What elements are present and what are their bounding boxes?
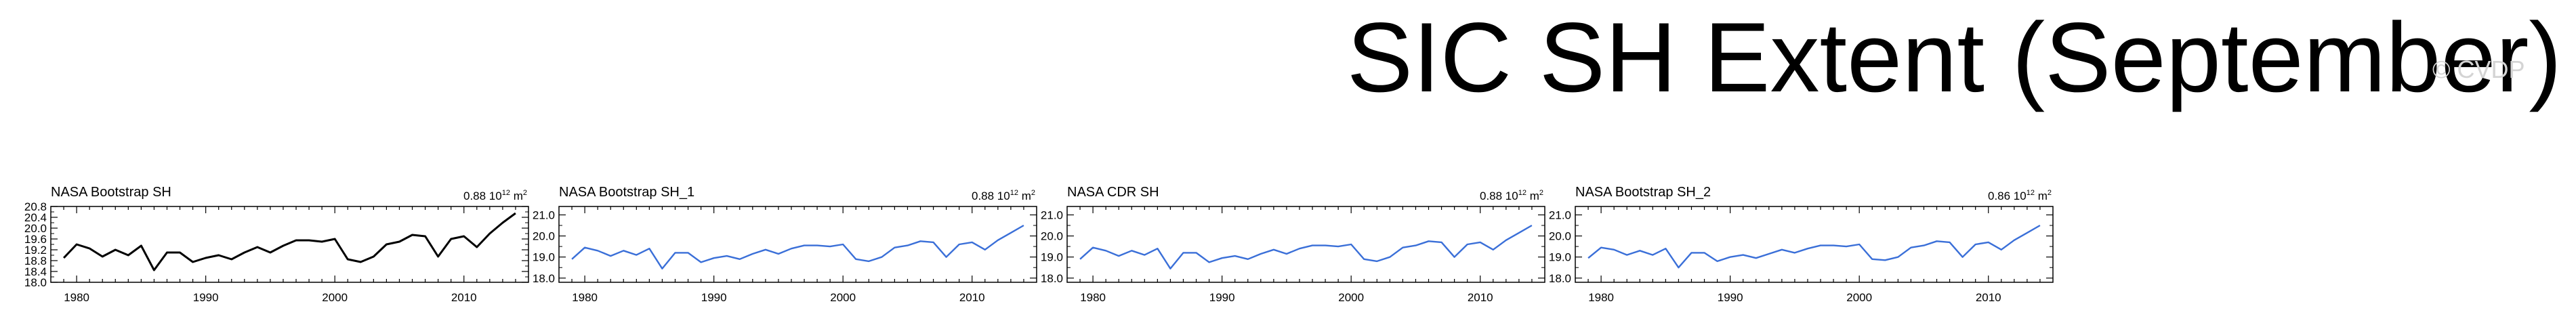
- stat-label: 0.88 1012 m2: [463, 189, 527, 207]
- series-line: [63, 212, 516, 271]
- x-tick-label: 2000: [322, 291, 348, 304]
- stat-label: 0.86 1012 m2: [1988, 189, 2052, 207]
- y-tick-label: 19.0: [1041, 251, 1063, 264]
- x-tick-label: 1990: [1209, 291, 1235, 304]
- x-tick-label: 2000: [1338, 291, 1364, 304]
- x-tick-label: 2010: [451, 291, 477, 304]
- y-tick-label: 18.8: [24, 255, 47, 267]
- chart-group: NASA Bootstrap SH_2 0.86 1012 m2 1980 1990 2…: [1549, 185, 2054, 304]
- x-tick-label: 1990: [701, 291, 727, 304]
- chart-group: NASA Bootstrap SH 0.88 1012 m2 1980 1990 200…: [24, 185, 529, 304]
- stat-space: 10: [1502, 190, 1518, 202]
- stat-value: 0.86: [1988, 190, 2010, 202]
- y-tick-label: 19.0: [533, 251, 555, 264]
- stat-unit: m: [1022, 190, 1031, 202]
- x-tick-label: 1980: [572, 291, 598, 304]
- stat-unit: m: [2038, 190, 2048, 202]
- stat-value: 0.88: [972, 190, 994, 202]
- chart-panel-nasa-bootstrap-sh-1: NASA Bootstrap SH_1 0.88 1012 m2 1980 1990 2…: [533, 185, 1037, 304]
- watermark: © CVDP: [2432, 56, 2525, 83]
- x-tick-label: 2010: [1468, 291, 1493, 304]
- y-tick-label: 18.0: [1041, 272, 1063, 285]
- y-tick-label: 20.0: [1549, 230, 1571, 243]
- chart-panel-nasa-cdr-sh: NASA CDR SH 0.88 1012 m2 1980 1990 2000 2010 1…: [1041, 185, 1545, 304]
- stat-unit: m: [1530, 190, 1539, 202]
- x-tick-label: 1980: [1588, 291, 1614, 304]
- y-tick-label: 20.0: [24, 222, 47, 235]
- x-tick-label: 2010: [1976, 291, 2001, 304]
- stat-exponent: 12: [1010, 189, 1018, 197]
- stat-unit: m: [514, 190, 523, 202]
- x-tick-label: 2010: [959, 291, 985, 304]
- x-tick-label: 1990: [193, 291, 219, 304]
- chart-panel-nasa-bootstrap-sh: NASA Bootstrap SH 0.88 1012 m2 1980 1990 200…: [24, 185, 529, 304]
- stat-exponent: 12: [1518, 189, 1526, 197]
- stat-exponent: 12: [2027, 189, 2035, 197]
- x-tick-label: 1980: [1080, 291, 1106, 304]
- plot-frame: [50, 206, 529, 283]
- series-line: [1079, 224, 1533, 269]
- chart-group: NASA Bootstrap SH_1 0.88 1012 m2 1980 1990 2…: [533, 185, 1037, 304]
- y-tick-label: 18.0: [1549, 272, 1571, 285]
- stat-unit-exponent: 2: [523, 189, 527, 197]
- stat-value: 0.88: [1480, 190, 1502, 202]
- chart-title: NASA Bootstrap SH_1: [559, 185, 694, 200]
- plot-frame: [558, 206, 1037, 283]
- y-tick-label: 21.0: [533, 209, 555, 221]
- y-tick-label: 20.0: [1041, 230, 1063, 243]
- y-tick-label: 19.2: [24, 244, 47, 257]
- stat-value: 0.88: [463, 190, 486, 202]
- plot-frame: [1066, 206, 1545, 283]
- stat-space: 10: [994, 190, 1010, 202]
- y-tick-label: 18.0: [24, 276, 47, 289]
- y-tick-label: 21.0: [1549, 209, 1571, 221]
- stat-unit-exponent: 2: [1539, 189, 1543, 197]
- stat-label: 0.88 1012 m2: [972, 189, 1035, 207]
- y-tick-label: 20.4: [24, 211, 47, 224]
- y-tick-label: 19.6: [24, 233, 47, 246]
- y-tick-label: 19.0: [1549, 251, 1571, 264]
- stat-space: 10: [486, 190, 502, 202]
- y-tick-label: 20.0: [533, 230, 555, 243]
- stat-label: 0.88 1012 m2: [1480, 189, 1543, 207]
- y-tick-label: 18.0: [533, 272, 555, 285]
- series-line: [571, 224, 1024, 269]
- x-tick-label: 1980: [64, 291, 89, 304]
- series-line: [1587, 224, 2041, 269]
- y-tick-label: 18.4: [24, 265, 47, 278]
- stat-unit-exponent: 2: [1031, 189, 1035, 197]
- chart-title: NASA CDR SH: [1067, 185, 1159, 200]
- chart-group: NASA CDR SH 0.88 1012 m2 1980 1990 2000 2010 1…: [1041, 185, 1545, 304]
- y-tick-label: 20.8: [24, 200, 47, 213]
- page-title: SIC SH Extent (September): [1346, 2, 2562, 112]
- stat-exponent: 12: [502, 189, 510, 197]
- x-tick-label: 2000: [1846, 291, 1872, 304]
- stat-unit-exponent: 2: [2048, 189, 2052, 197]
- chart-title: NASA Bootstrap SH: [51, 185, 171, 200]
- chart-title: NASA Bootstrap SH_2: [1575, 185, 1711, 200]
- chart-panel-nasa-bootstrap-sh-2: NASA Bootstrap SH_2 0.86 1012 m2 1980 1990 2…: [1549, 185, 2054, 304]
- y-tick-label: 21.0: [1041, 209, 1063, 221]
- x-tick-label: 2000: [830, 291, 856, 304]
- stat-space: 10: [2010, 190, 2027, 202]
- plot-frame: [1575, 206, 2054, 283]
- x-tick-label: 1990: [1718, 291, 1743, 304]
